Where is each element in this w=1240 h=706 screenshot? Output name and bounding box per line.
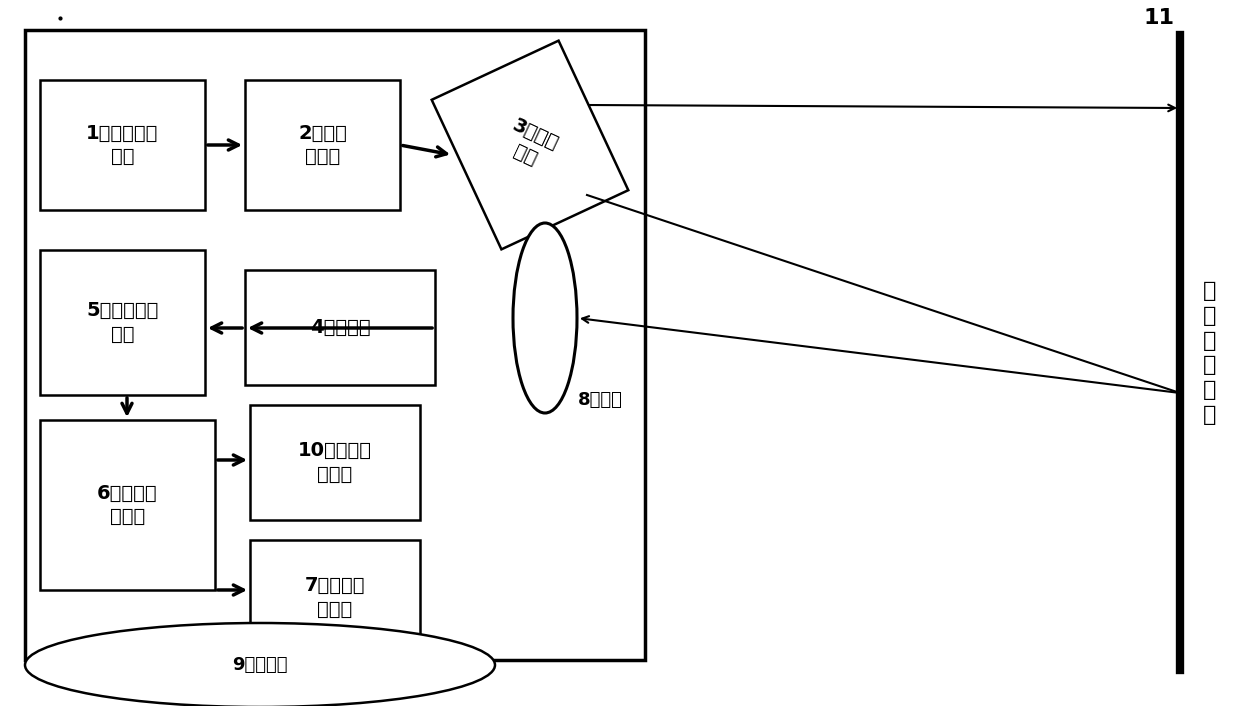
Bar: [40, 80, 205, 210]
Text: 6、信号处
理模块: 6、信号处 理模块: [97, 484, 157, 526]
Text: 3、激光
光源: 3、激光 光源: [498, 116, 560, 174]
Text: 8、透镜: 8、透镜: [578, 391, 622, 409]
Text: 11: 11: [1145, 8, 1176, 28]
Text: 墙
等
漫
反
射
面: 墙 等 漫 反 射 面: [1203, 281, 1216, 425]
Text: 5、锁相放大
模块: 5、锁相放大 模块: [87, 301, 159, 344]
Polygon shape: [432, 41, 629, 249]
Text: 4、探测器: 4、探测器: [310, 318, 371, 337]
Ellipse shape: [25, 623, 495, 706]
Ellipse shape: [513, 223, 577, 413]
Text: 2、激光
器驱动: 2、激光 器驱动: [298, 124, 347, 166]
Bar: [246, 270, 435, 385]
Bar: [40, 420, 215, 590]
Bar: [250, 405, 420, 520]
Bar: [250, 540, 420, 655]
Text: 9、旋转台: 9、旋转台: [232, 656, 288, 674]
Bar: [246, 80, 401, 210]
Text: 10、结果发
射模块: 10、结果发 射模块: [298, 441, 372, 484]
Text: 1、信号发生
模块: 1、信号发生 模块: [87, 124, 159, 166]
Bar: [25, 30, 645, 660]
Text: 7、结果显
示模块: 7、结果显 示模块: [305, 576, 366, 618]
Bar: [40, 250, 205, 395]
